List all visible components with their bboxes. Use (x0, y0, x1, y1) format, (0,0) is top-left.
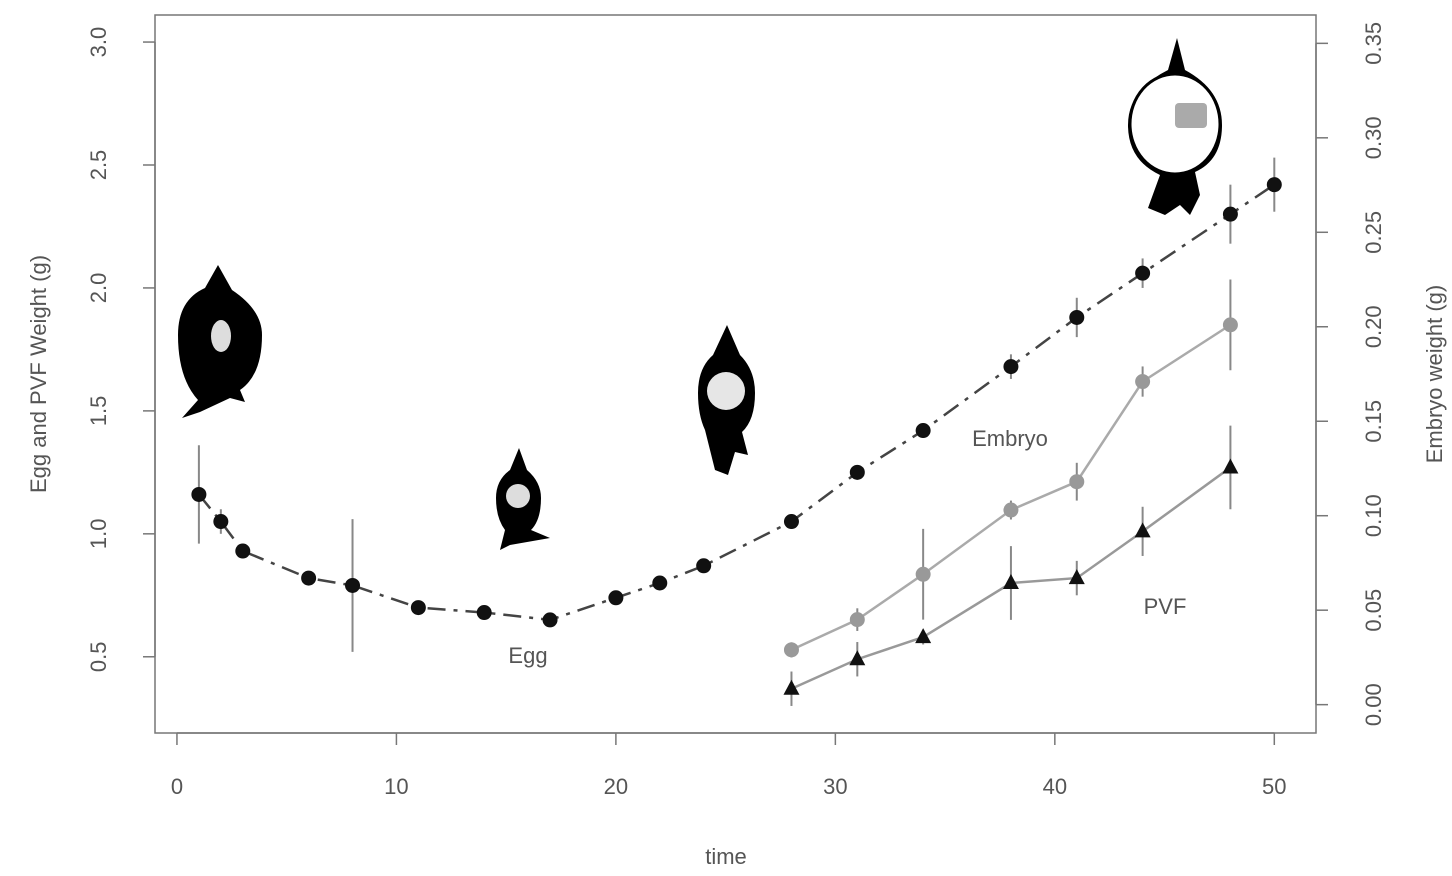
y2-tick-label: 0.20 (1361, 305, 1386, 348)
y-tick-label: 1.5 (86, 396, 111, 427)
annotation: Egg (508, 643, 547, 668)
x-tick-label: 30 (823, 774, 847, 799)
point (1266, 177, 1282, 193)
y2-tick-label: 0.30 (1361, 116, 1386, 159)
point (1003, 502, 1019, 518)
point (410, 600, 426, 616)
y-tick-label: 2.5 (86, 150, 111, 181)
point (1222, 458, 1239, 474)
point (696, 558, 712, 574)
y2-tick-label: 0.25 (1361, 211, 1386, 254)
point (849, 650, 866, 666)
point (1068, 569, 1085, 585)
point (849, 612, 865, 628)
point (1069, 474, 1085, 490)
y2-axis-title: Embryo weight (g) (1422, 285, 1447, 464)
point (783, 642, 799, 658)
point (1222, 317, 1238, 333)
x-tick-label: 10 (384, 774, 408, 799)
point (1135, 265, 1151, 281)
point (476, 605, 492, 621)
point (1222, 206, 1238, 222)
point (783, 514, 799, 530)
y-tick-label: 2.0 (86, 273, 111, 304)
point (783, 679, 800, 695)
y2-tick-label: 0.35 (1361, 22, 1386, 65)
x-tick-label: 50 (1262, 774, 1286, 799)
annotation: PVF (1144, 594, 1187, 619)
point (915, 628, 932, 644)
y2-tick-label: 0.00 (1361, 683, 1386, 726)
x-tick-label: 0 (171, 774, 183, 799)
y2-tick-label: 0.15 (1361, 400, 1386, 443)
egg-illustration (178, 38, 1222, 550)
point (235, 543, 251, 559)
y-tick-label: 0.5 (86, 641, 111, 672)
y2-tick-label: 0.05 (1361, 589, 1386, 632)
point (915, 423, 931, 439)
y-tick-label: 3.0 (86, 27, 111, 58)
point (1003, 359, 1019, 375)
x-tick-label: 40 (1043, 774, 1067, 799)
point (652, 575, 668, 591)
point (345, 577, 361, 593)
y-axis-title: Egg and PVF Weight (g) (26, 255, 51, 493)
y-tick-label: 1.0 (86, 519, 111, 550)
point (213, 514, 229, 530)
x-axis-title: time (705, 844, 747, 869)
x-tick-label: 20 (604, 774, 628, 799)
point (191, 486, 207, 502)
point (849, 464, 865, 480)
annotation: Embryo (972, 426, 1048, 451)
point (542, 612, 558, 628)
point (1134, 522, 1151, 538)
point (1002, 574, 1019, 590)
point (1069, 309, 1085, 325)
y2-tick-label: 0.10 (1361, 494, 1386, 537)
point (608, 590, 624, 606)
point (915, 566, 931, 582)
point (301, 570, 317, 586)
point (1135, 374, 1151, 390)
